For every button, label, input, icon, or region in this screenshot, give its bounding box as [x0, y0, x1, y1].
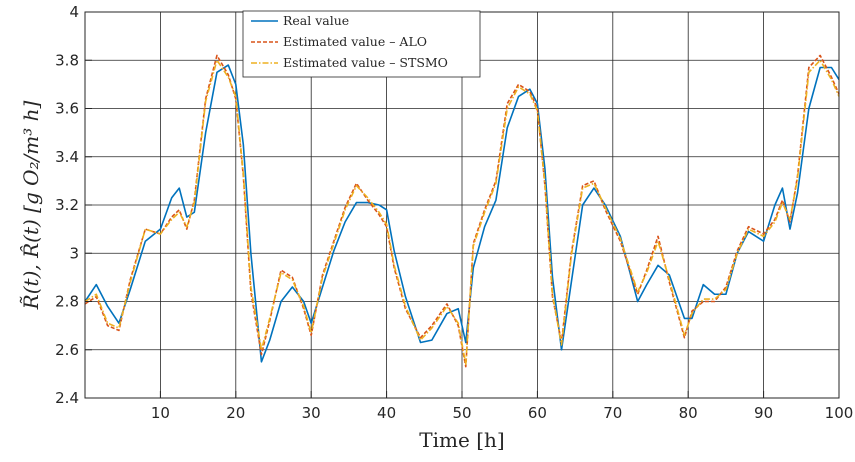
x-tick-label: 60 — [528, 404, 547, 422]
x-tick-label: 20 — [226, 404, 245, 422]
x-tick-label: 80 — [679, 404, 698, 422]
y-axis-label: R̃(t), R̂(t) [g O₂/m³ h] — [19, 101, 43, 311]
y-axis-label-text: R̃(t), R̂(t) [g O₂/m³ h] — [19, 101, 43, 311]
y-tick-label: 3.8 — [55, 51, 79, 69]
legend-box — [242, 10, 481, 78]
legend-label: Real value — [283, 13, 349, 28]
series-line-3 — [84, 59, 840, 366]
series-line-1 — [84, 64, 840, 363]
y-tick-label: 4 — [69, 3, 79, 21]
x-tick-label: 30 — [302, 404, 321, 422]
series-line-2 — [84, 54, 840, 368]
y-tick-label: 3.2 — [55, 196, 79, 214]
x-tick-label: 40 — [377, 404, 396, 422]
series-layer — [84, 54, 840, 368]
y-tick-label: 3.4 — [55, 148, 79, 166]
legend-label: Estimated value – STSMO — [283, 55, 448, 70]
legend: Real value Estimated value – ALO Estimated… — [242, 10, 481, 78]
y-tick-label: 3 — [69, 244, 79, 262]
x-tick-label: 10 — [151, 404, 170, 422]
y-tick-label: 3.6 — [55, 100, 79, 118]
y-tick-label: 2.8 — [55, 293, 79, 311]
x-tick-label: 100 — [825, 404, 854, 422]
x-tick-label: 90 — [754, 404, 773, 422]
y-tick-label: 2.6 — [55, 341, 79, 359]
x-axis-label: Time [h] — [419, 428, 504, 452]
axis-ticks: 10 20 30 40 50 60 70 80 90 100 2.4 2.6 2.8 3 3.2 3.4 3.6… — [55, 3, 853, 422]
y-tick-label: 2.4 — [55, 389, 79, 407]
x-tick-label: 50 — [452, 404, 471, 422]
legend-label: Estimated value – ALO — [283, 34, 427, 49]
x-tick-label: 70 — [603, 404, 622, 422]
